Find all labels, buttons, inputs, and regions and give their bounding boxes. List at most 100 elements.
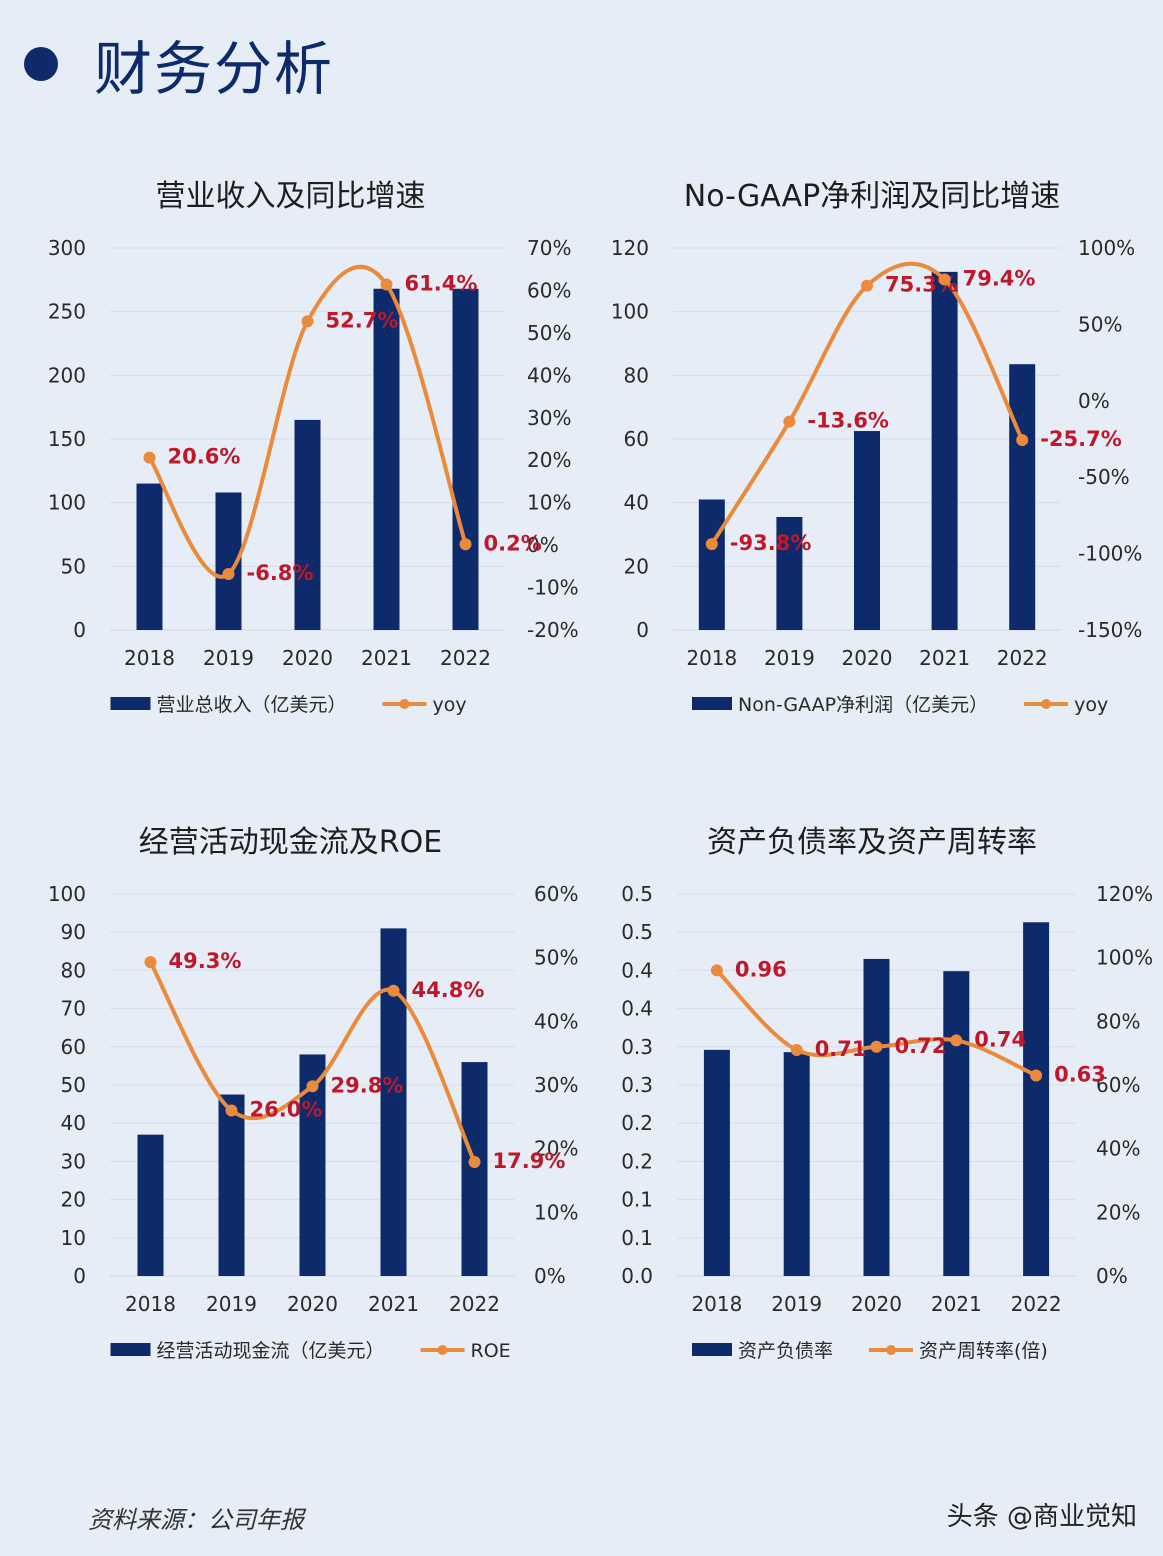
- left-axis-tick: 0.0: [621, 1264, 653, 1288]
- bar-2018: [137, 1134, 164, 1276]
- left-axis-tick: 70: [61, 997, 86, 1021]
- right-axis-tick: 0%: [534, 1264, 566, 1288]
- right-axis-tick: -150%: [1078, 618, 1142, 642]
- x-axis-tick: 2018: [691, 1292, 742, 1316]
- chart-title: 经营活动现金流及ROE: [139, 825, 442, 860]
- line-point-2019: [225, 1104, 238, 1117]
- data-label: 20.6%: [168, 445, 241, 469]
- bar-2021: [931, 271, 958, 630]
- x-axis-tick: 2021: [361, 646, 412, 670]
- right-axis-tick: 50%: [527, 321, 571, 345]
- left-axis-tick: 0.3: [621, 1035, 653, 1059]
- data-label: 0.74: [974, 1027, 1026, 1051]
- left-axis-tick: 40: [61, 1111, 86, 1135]
- line-point-2018: [144, 956, 157, 969]
- chart-title: 营业收入及同比增速: [156, 179, 426, 214]
- right-axis-tick: 40%: [527, 363, 571, 387]
- right-axis-tick: 0%: [1096, 1264, 1128, 1288]
- legend-label-line: 资产周转率(倍): [919, 1340, 1048, 1362]
- right-axis-tick: 20%: [534, 1137, 578, 1161]
- right-axis-tick: 100%: [1096, 946, 1153, 970]
- right-axis-tick: 0%: [1078, 389, 1110, 413]
- left-axis-tick: 0: [73, 618, 86, 642]
- line-point-2021: [938, 273, 951, 286]
- legend: 营业总收入（亿美元） yoy: [110, 694, 467, 716]
- legend-bar-swatch: [110, 1343, 151, 1356]
- left-axis-tick: 0.1: [621, 1188, 653, 1212]
- data-label: 61.4%: [405, 272, 478, 296]
- right-axis-tick: 100%: [1078, 236, 1135, 260]
- right-axis-tick: 20%: [527, 448, 571, 472]
- x-axis-tick: 2020: [287, 1292, 338, 1316]
- left-axis-tick: 0: [73, 1264, 86, 1288]
- left-axis-tick: 30: [61, 1149, 86, 1173]
- right-axis-tick: -10%: [527, 576, 579, 600]
- chart-cashflow-roe: 经营活动现金流及ROE100908070605040302010060%50%4…: [48, 825, 579, 1362]
- x-axis-tick: 2021: [919, 646, 970, 670]
- right-axis-tick: -50%: [1078, 465, 1130, 489]
- page-header: 财务分析: [24, 24, 334, 104]
- bar-2022: [1023, 922, 1050, 1276]
- x-axis-tick: 2022: [1011, 1292, 1062, 1316]
- bar-2021: [373, 288, 400, 630]
- line-point-2021: [950, 1034, 963, 1047]
- data-label: 17.9%: [493, 1149, 566, 1173]
- x-axis-tick: 2020: [851, 1292, 902, 1316]
- legend: 资产负债率 资产周转率(倍): [692, 1340, 1048, 1362]
- right-axis-tick: 120%: [1096, 882, 1153, 906]
- data-label: 44.8%: [412, 978, 485, 1002]
- x-axis-tick: 2019: [206, 1292, 257, 1316]
- bar-2021: [943, 971, 970, 1276]
- data-label: 0.96: [735, 957, 787, 981]
- data-label: 26.0%: [250, 1097, 323, 1121]
- right-axis-tick: -100%: [1078, 542, 1142, 566]
- data-label: 0.72: [895, 1034, 947, 1058]
- legend-bar-swatch: [692, 1343, 732, 1356]
- right-axis-tick: -20%: [527, 618, 579, 642]
- chart-nongaap-profit-yoy: No-GAAP净利润及同比增速 120 100 80 60 40 20 0 100% 50% 0% -…: [611, 179, 1143, 716]
- x-axis-tick: 2018: [686, 646, 737, 670]
- legend-label-line: ROE: [471, 1340, 511, 1362]
- chart-title: 资产负债率及资产周转率: [707, 825, 1037, 860]
- x-axis-tick: 2019: [764, 646, 815, 670]
- right-axis-tick: 50%: [1078, 312, 1122, 336]
- line-point-2018: [705, 538, 718, 551]
- left-axis-tick: 0.1: [621, 1226, 653, 1250]
- line-point-2019: [783, 415, 796, 428]
- legend-line-marker: [1041, 699, 1052, 709]
- data-label: 79.4%: [963, 266, 1036, 290]
- left-axis-tick: 20: [624, 554, 649, 578]
- legend-bar-swatch: [692, 697, 732, 710]
- chart-title: No-GAAP净利润及同比增速: [684, 179, 1061, 214]
- line-point-2020: [870, 1040, 883, 1053]
- legend-line-marker: [399, 699, 410, 709]
- right-axis-tick: 0%: [527, 533, 559, 557]
- data-label: 49.3%: [169, 949, 242, 973]
- x-axis-tick: 2018: [125, 1292, 176, 1316]
- left-axis-tick: 80: [624, 363, 649, 387]
- line-point-2020: [861, 279, 873, 292]
- x-axis-tick: 2019: [203, 646, 254, 670]
- left-axis-tick: 90: [61, 920, 86, 944]
- right-axis-tick: 50%: [534, 946, 578, 970]
- bar-2019: [776, 516, 803, 630]
- bar-2019: [218, 1094, 245, 1276]
- bar-2018: [703, 1049, 730, 1276]
- left-axis-tick: 50: [61, 554, 86, 578]
- data-label: -6.8%: [247, 561, 314, 585]
- line-point-2018: [143, 451, 156, 464]
- left-axis-tick: 100: [48, 491, 86, 515]
- line-point-2019: [222, 567, 235, 580]
- legend-label-line: yoy: [1074, 694, 1108, 716]
- left-axis-tick: 0.5: [621, 882, 653, 906]
- legend-line-marker: [437, 1345, 448, 1355]
- legend: Non-GAAP净利润（亿美元） yoy: [692, 694, 1108, 716]
- line-point-2021: [387, 984, 400, 997]
- data-label: -93.8%: [730, 531, 812, 555]
- bar-2022: [1009, 364, 1036, 630]
- left-axis-tick: 20: [61, 1188, 86, 1212]
- line-point-2022: [468, 1156, 481, 1169]
- legend-label-bar: Non-GAAP净利润（亿美元）: [738, 694, 988, 716]
- bar-2019: [783, 1052, 810, 1276]
- page-title: 财务分析: [94, 35, 335, 103]
